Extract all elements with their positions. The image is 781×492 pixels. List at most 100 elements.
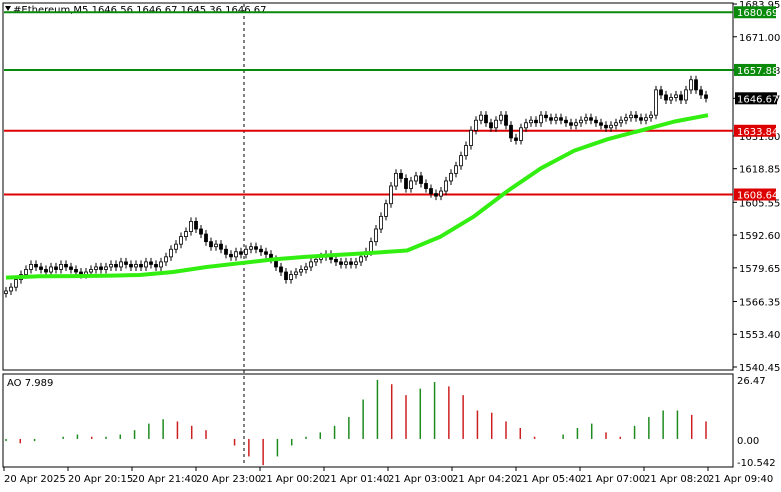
ao-axis-top: 26.47 bbox=[737, 376, 766, 387]
candle-body bbox=[309, 261, 313, 268]
candle-body bbox=[424, 183, 428, 189]
candle-body bbox=[444, 180, 448, 192]
candle-body bbox=[49, 266, 53, 273]
candle-body bbox=[89, 269, 93, 273]
candle-body bbox=[579, 119, 583, 124]
candles-layer bbox=[4, 75, 708, 298]
level-tag-resistance-upper bbox=[734, 6, 776, 19]
price-tick-label: 1683.95 bbox=[739, 0, 780, 11]
candle-body bbox=[139, 264, 143, 268]
current-price-tag: 1646.67 bbox=[735, 92, 778, 105]
candle-body bbox=[144, 261, 148, 268]
candle-body bbox=[34, 264, 38, 268]
price-tick-label: 1579.65 bbox=[739, 264, 780, 275]
candle-body bbox=[629, 114, 633, 119]
candle-body bbox=[464, 145, 468, 157]
candle-body bbox=[649, 114, 653, 119]
candle-body bbox=[609, 124, 613, 129]
candle-body bbox=[489, 122, 493, 129]
candle-body bbox=[284, 271, 288, 281]
price-tick-label: 1631.80 bbox=[739, 132, 780, 143]
candle-body bbox=[544, 114, 548, 119]
candle-body bbox=[644, 117, 648, 121]
candle-body bbox=[14, 279, 18, 288]
candle-body bbox=[259, 248, 263, 253]
candle-body bbox=[64, 264, 68, 268]
candle-body bbox=[674, 94, 678, 98]
candle-body bbox=[604, 124, 608, 129]
ao-axis-bottom: -10.542 bbox=[737, 458, 776, 469]
candle-body bbox=[374, 228, 378, 243]
price-tick-label: 1605.55 bbox=[739, 198, 780, 209]
candle-body bbox=[474, 119, 478, 131]
candle-body bbox=[9, 286, 13, 292]
level-tag-support-upper bbox=[734, 124, 776, 137]
candle-body bbox=[549, 117, 553, 121]
candle-body bbox=[24, 269, 28, 275]
candle-body bbox=[434, 193, 438, 197]
candle-body bbox=[559, 117, 563, 121]
candle-body bbox=[249, 246, 253, 250]
candle-body bbox=[679, 94, 683, 101]
price-tick-label: 1540.45 bbox=[739, 363, 780, 374]
candle-body bbox=[534, 119, 538, 124]
candle-body bbox=[704, 94, 708, 99]
candle-body bbox=[494, 119, 498, 129]
candle-body bbox=[479, 114, 483, 121]
level-label-support-lower: 1608.64 bbox=[737, 191, 778, 202]
level-label-support-upper: 1633.84 bbox=[737, 127, 778, 138]
candle-body bbox=[614, 122, 618, 126]
level-tag-support-lower bbox=[734, 188, 776, 201]
candle-body bbox=[159, 261, 163, 268]
candle-body bbox=[504, 114, 508, 126]
candle-body bbox=[164, 256, 168, 263]
current-price-label: 1646.67 bbox=[737, 94, 778, 105]
candle-body bbox=[514, 137, 518, 141]
candle-body bbox=[589, 117, 593, 121]
price-pane-frame bbox=[2, 2, 734, 371]
candle-body bbox=[134, 264, 138, 268]
candle-body bbox=[204, 233, 208, 243]
candle-body bbox=[509, 124, 513, 139]
time-tick-label: 21 Apr 03:00 bbox=[388, 474, 453, 485]
time-tick-label: 21 Apr 01:40 bbox=[324, 474, 389, 485]
candle-body bbox=[219, 243, 223, 250]
indicator-label: AO 7.989 bbox=[7, 378, 53, 389]
candle-body bbox=[554, 117, 558, 121]
triangle-down-icon[interactable] bbox=[5, 6, 11, 11]
candle-body bbox=[279, 266, 283, 273]
candle-body bbox=[539, 114, 543, 124]
level-tag-resistance-lower bbox=[734, 63, 776, 76]
candle-body bbox=[154, 264, 158, 268]
candle-body bbox=[214, 243, 218, 248]
candle-body bbox=[359, 256, 363, 263]
time-tick-label: 20 Apr 21:40 bbox=[132, 474, 197, 485]
time-tick-label: 20 Apr 20:15 bbox=[68, 474, 133, 485]
candle-body bbox=[574, 122, 578, 126]
moving-average-line bbox=[5, 113, 709, 280]
price-tick-label: 1618.85 bbox=[739, 165, 780, 176]
candle-body bbox=[264, 251, 268, 255]
candle-body bbox=[409, 180, 413, 189]
candle-body bbox=[54, 266, 58, 270]
candle-body bbox=[194, 221, 198, 230]
candle-body bbox=[44, 269, 48, 273]
candle-body bbox=[229, 253, 233, 258]
candle-body bbox=[239, 251, 243, 255]
candle-body bbox=[639, 117, 643, 121]
candle-body bbox=[334, 258, 338, 263]
candle-body bbox=[294, 271, 298, 275]
candle-body bbox=[659, 89, 663, 96]
candle-body bbox=[339, 261, 343, 265]
candle-body bbox=[149, 261, 153, 265]
candle-body bbox=[459, 155, 463, 167]
candle-body bbox=[524, 122, 528, 129]
candle-body bbox=[39, 266, 43, 270]
candle-body bbox=[69, 266, 73, 270]
price-tick-label: 1566.35 bbox=[739, 297, 780, 308]
candle-body bbox=[299, 269, 303, 273]
candle-body bbox=[624, 117, 628, 121]
price-tick-label: 1671.00 bbox=[739, 33, 780, 44]
